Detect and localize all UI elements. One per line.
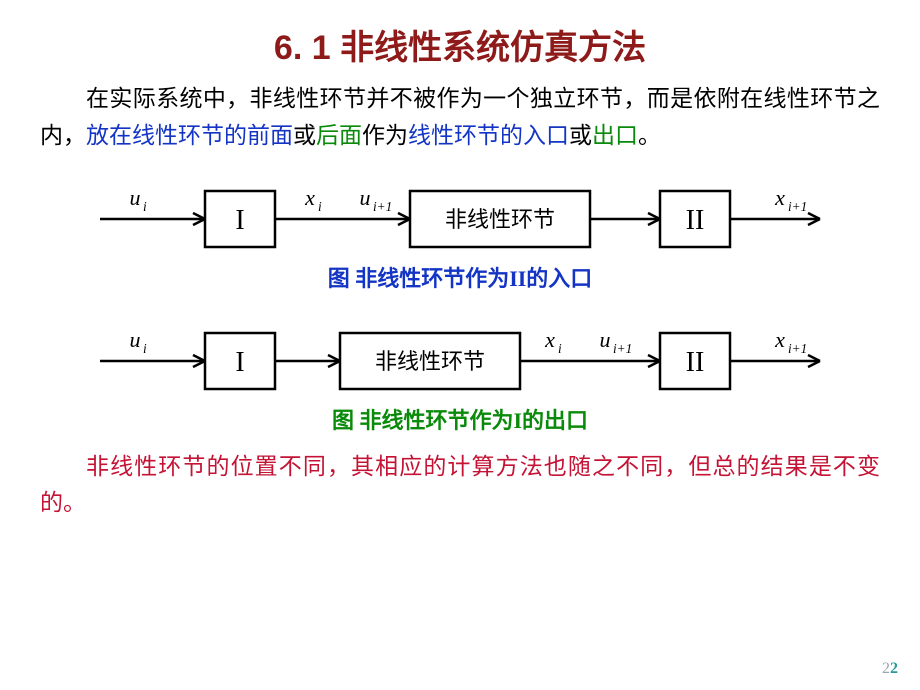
svg-text:i: i	[143, 199, 147, 214]
svg-text:u: u	[360, 185, 371, 210]
svg-text:x: x	[304, 185, 315, 210]
para1-span: 后面	[316, 123, 362, 148]
svg-text:i: i	[143, 341, 147, 356]
caption-2: 图 非线性环节作为I的出口	[40, 403, 880, 435]
para1-span: 作为	[362, 123, 408, 148]
svg-text:i: i	[558, 341, 562, 356]
diagram-1: I非线性环节IIuixiui+1xi+1	[90, 171, 830, 251]
svg-text:I: I	[235, 205, 244, 236]
svg-text:u: u	[600, 327, 611, 352]
page-number-grey: 2	[882, 660, 890, 677]
svg-text:I: I	[235, 347, 244, 378]
svg-text:i+1: i+1	[788, 199, 807, 214]
svg-text:u: u	[130, 185, 141, 210]
svg-text:i+1: i+1	[613, 341, 632, 356]
caption-1: 图 非线性环节作为II的入口	[40, 261, 880, 293]
svg-text:II: II	[686, 205, 705, 236]
paragraph-1: 在实际系统中，非线性环节并不被作为一个独立环节，而是依附在线性环节之内，放在线性…	[40, 81, 880, 155]
para1-span: 。	[638, 123, 661, 148]
svg-text:x: x	[774, 185, 785, 210]
svg-text:i: i	[318, 199, 322, 214]
para1-span: 或	[569, 123, 592, 148]
svg-text:非线性环节: 非线性环节	[375, 349, 485, 374]
diagram-2: I非线性环节IIuixiui+1xi+1	[90, 313, 830, 393]
title-text: 6. 1 非线性系统仿真方法	[274, 29, 646, 67]
svg-text:i+1: i+1	[788, 341, 807, 356]
svg-text:x: x	[544, 327, 555, 352]
para2-text: 非线性环节的位置不同，其相应的计算方法也随之不同，但总的结果是不变的。	[40, 454, 880, 516]
page-number: 22	[882, 660, 898, 678]
paragraph-2: 非线性环节的位置不同，其相应的计算方法也随之不同，但总的结果是不变的。	[40, 449, 880, 523]
svg-text:i+1: i+1	[373, 199, 392, 214]
para1-span: 或	[293, 123, 316, 148]
svg-text:II: II	[686, 347, 705, 378]
page-title: 6. 1 非线性系统仿真方法	[40, 20, 880, 69]
svg-text:非线性环节: 非线性环节	[445, 207, 555, 232]
page-number-teal: 2	[890, 660, 898, 677]
para1-span: 出口	[592, 123, 638, 148]
diagram-1-wrap: I非线性环节IIuixiui+1xi+1	[40, 171, 880, 251]
svg-text:x: x	[774, 327, 785, 352]
para1-span: 放在线性环节的前面	[86, 123, 293, 148]
diagram-2-wrap: I非线性环节IIuixiui+1xi+1	[40, 313, 880, 393]
para1-span: 线性环节的入口	[408, 123, 569, 148]
svg-text:u: u	[130, 327, 141, 352]
